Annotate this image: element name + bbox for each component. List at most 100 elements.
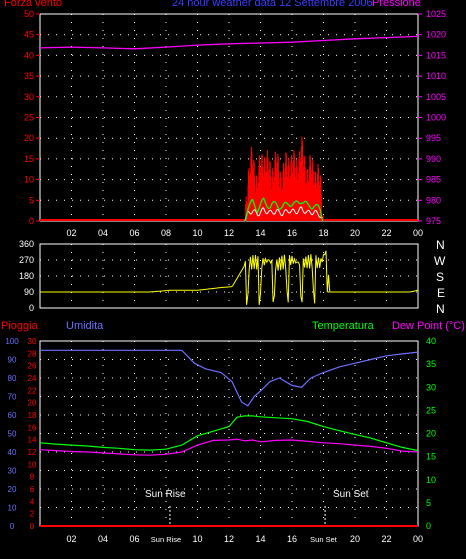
- rain-ytick: 18: [28, 411, 37, 420]
- label-dewpoint: Dew Point (°C): [392, 320, 465, 332]
- temp-ytick: 40: [426, 336, 436, 346]
- pressure-ytick: 975: [426, 216, 441, 226]
- pressure-ytick: 985: [426, 175, 441, 185]
- wind-ytick: 25: [24, 113, 34, 123]
- wind-ytick: 40: [24, 50, 34, 60]
- wind-ytick: 30: [24, 92, 34, 102]
- lower-xtick: 06: [129, 534, 139, 544]
- wind-xtick: 02: [66, 228, 76, 238]
- humidity-ytick: 50: [8, 430, 17, 439]
- sunrise-label: Sun Rise: [145, 489, 186, 500]
- wind-xtick: 06: [129, 228, 139, 238]
- wind-ytick: 20: [24, 133, 34, 143]
- pressure-ytick: 995: [426, 133, 441, 143]
- pressure-ytick: 1000: [426, 113, 446, 123]
- humidity-ytick: 20: [8, 485, 17, 494]
- humidity-ytick: 0: [10, 522, 15, 531]
- humidity-ytick: 40: [8, 448, 17, 457]
- wind-xtick: 20: [350, 228, 360, 238]
- rain-ytick: 14: [28, 436, 37, 445]
- pressure-line: [39, 35, 419, 50]
- label-pioggia: Pioggia: [1, 320, 38, 332]
- lower-xtick: 10: [192, 534, 202, 544]
- humidity-ytick: 30: [8, 467, 17, 476]
- wind-ytick: 15: [24, 154, 34, 164]
- lower-xtick: 00: [413, 534, 423, 544]
- lower-xtick: 14: [255, 534, 265, 544]
- rain-ytick: 16: [28, 423, 37, 432]
- lower-xtick: 04: [98, 534, 108, 544]
- temp-ytick: 0: [426, 521, 431, 531]
- humidity-ytick: 70: [8, 393, 17, 402]
- direction-ytick: 180: [19, 271, 34, 281]
- pressure-ytick: 1015: [426, 50, 446, 60]
- dewpoint-line: [39, 438, 419, 456]
- lower-xtick: 16: [287, 534, 297, 544]
- temp-ytick: 25: [426, 405, 436, 415]
- wind-xtick: 18: [318, 228, 328, 238]
- temp-ytick: 5: [426, 498, 431, 508]
- wind-xtick: 00: [413, 228, 423, 238]
- wind-ytick: 0: [29, 216, 34, 226]
- direction-ytick: 270: [19, 255, 34, 265]
- direction-line: [40, 250, 419, 305]
- rain-ytick: 20: [28, 399, 37, 408]
- wind-xtick: 10: [192, 228, 202, 238]
- direction-ytick: 360: [19, 239, 34, 249]
- lower-xtick: 12: [224, 534, 234, 544]
- direction-ytick: 90: [24, 287, 34, 297]
- wind-xtick: 14: [255, 228, 265, 238]
- rain-ytick: 12: [28, 448, 37, 457]
- header-wind-label: Forza vento: [4, 0, 66, 9]
- pressure-ytick: 980: [426, 195, 441, 205]
- rain-ytick: 26: [28, 362, 37, 371]
- header-title: 24 hour weather data 12 Settembre 2006: [172, 0, 373, 9]
- sunset-label: Sun Set: [333, 489, 369, 500]
- rain-ytick: 28: [28, 349, 37, 358]
- header-pressure-label: Pressione: [372, 0, 421, 9]
- humidity-line: [40, 349, 419, 407]
- pressure-ytick: 1005: [426, 92, 446, 102]
- wind-xtick: 16: [287, 228, 297, 238]
- rain-ytick: 22: [28, 386, 37, 395]
- humidity-ytick: 60: [8, 411, 17, 420]
- rain-ytick: 10: [28, 460, 37, 469]
- rain-ytick: 8: [30, 473, 35, 482]
- rain-ytick: 24: [28, 374, 37, 383]
- humidity-ytick: 80: [8, 374, 17, 383]
- pressure-ytick: 1010: [426, 71, 446, 81]
- wind-ytick: 5: [29, 195, 34, 205]
- temp-ytick: 10: [426, 475, 436, 485]
- lower-xtick: Sun Set: [310, 535, 338, 544]
- pressure-ytick: 1025: [426, 9, 446, 19]
- label-temperatura: Temperatura: [312, 320, 374, 332]
- label-umidita: Umidita: [66, 320, 104, 332]
- wind-ytick: 50: [24, 9, 34, 19]
- humidity-ytick: 10: [8, 504, 17, 513]
- lower-xtick: 20: [350, 534, 360, 544]
- temp-ytick: 30: [426, 382, 436, 392]
- rain-ytick: 2: [30, 510, 35, 519]
- compass-w: W: [434, 254, 446, 268]
- lower-xtick: 02: [66, 534, 76, 544]
- compass-s: S: [436, 270, 445, 284]
- pressure-ytick: 1020: [426, 30, 446, 40]
- humidity-ytick: 100: [5, 337, 19, 346]
- rain-ytick: 6: [30, 485, 35, 494]
- rain-ytick: 0: [30, 522, 35, 531]
- wind-ytick: 45: [24, 30, 34, 40]
- lower-xtick: 22: [381, 534, 391, 544]
- humidity-ytick: 90: [8, 356, 17, 365]
- rain-ytick: 4: [30, 497, 35, 506]
- wind-ytick: 10: [24, 175, 34, 185]
- wind-xtick: 22: [381, 228, 391, 238]
- wind-xtick: 08: [161, 228, 171, 238]
- temp-ytick: 20: [426, 429, 436, 439]
- temp-ytick: 35: [426, 359, 436, 369]
- compass-e: E: [437, 286, 446, 300]
- compass-n-bottom: N: [436, 302, 445, 316]
- lower-xtick: Sun Rise: [151, 535, 181, 544]
- rain-ytick: 30: [28, 337, 37, 346]
